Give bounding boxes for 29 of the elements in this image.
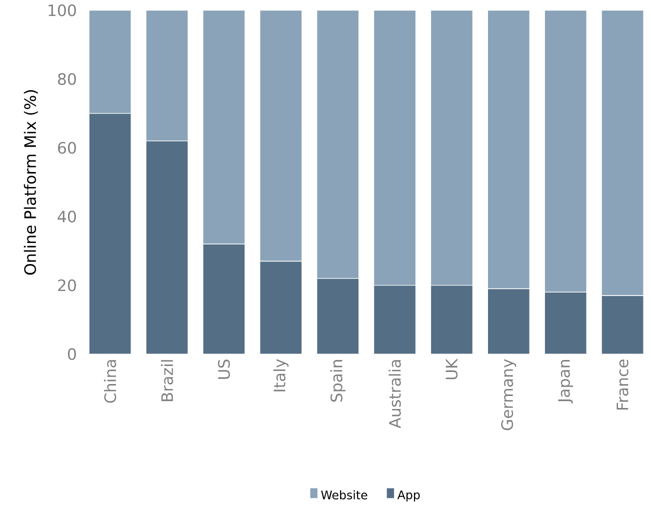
x-tick-label: US (218, 359, 230, 379)
bar (89, 113, 132, 354)
bar (430, 285, 473, 354)
bar (374, 285, 416, 354)
bar (202, 244, 245, 354)
x-tick-label: UK (446, 358, 458, 379)
x-tick-label: Japan (558, 360, 573, 404)
x-tick-label: China (104, 360, 116, 403)
bar (316, 278, 359, 354)
legend-label: App (397, 490, 420, 502)
x-tick-label: Italy (273, 358, 289, 392)
legend-label: Website (321, 490, 368, 500)
y-tick-label: 60 (58, 142, 76, 154)
x-tick-label: Brazil (160, 360, 174, 401)
y-tick-label: 100 (48, 4, 76, 16)
y-tick-label: 20 (58, 279, 76, 292)
x-tick-label: Germany (501, 358, 516, 430)
bar (146, 140, 188, 354)
bar (260, 261, 302, 354)
y-axis-title: Online Platform Mix (%) (24, 90, 38, 274)
x-tick-label: Spain (330, 360, 346, 402)
x-tick-label: Australia (388, 360, 401, 428)
y-tick-label: 80 (58, 72, 76, 85)
y-tick-label: 0 (68, 348, 76, 360)
bar (488, 288, 530, 354)
y-tick-label: 40 (58, 210, 76, 222)
bar (544, 292, 587, 354)
bar (601, 295, 644, 354)
x-tick-label: France (616, 359, 628, 410)
